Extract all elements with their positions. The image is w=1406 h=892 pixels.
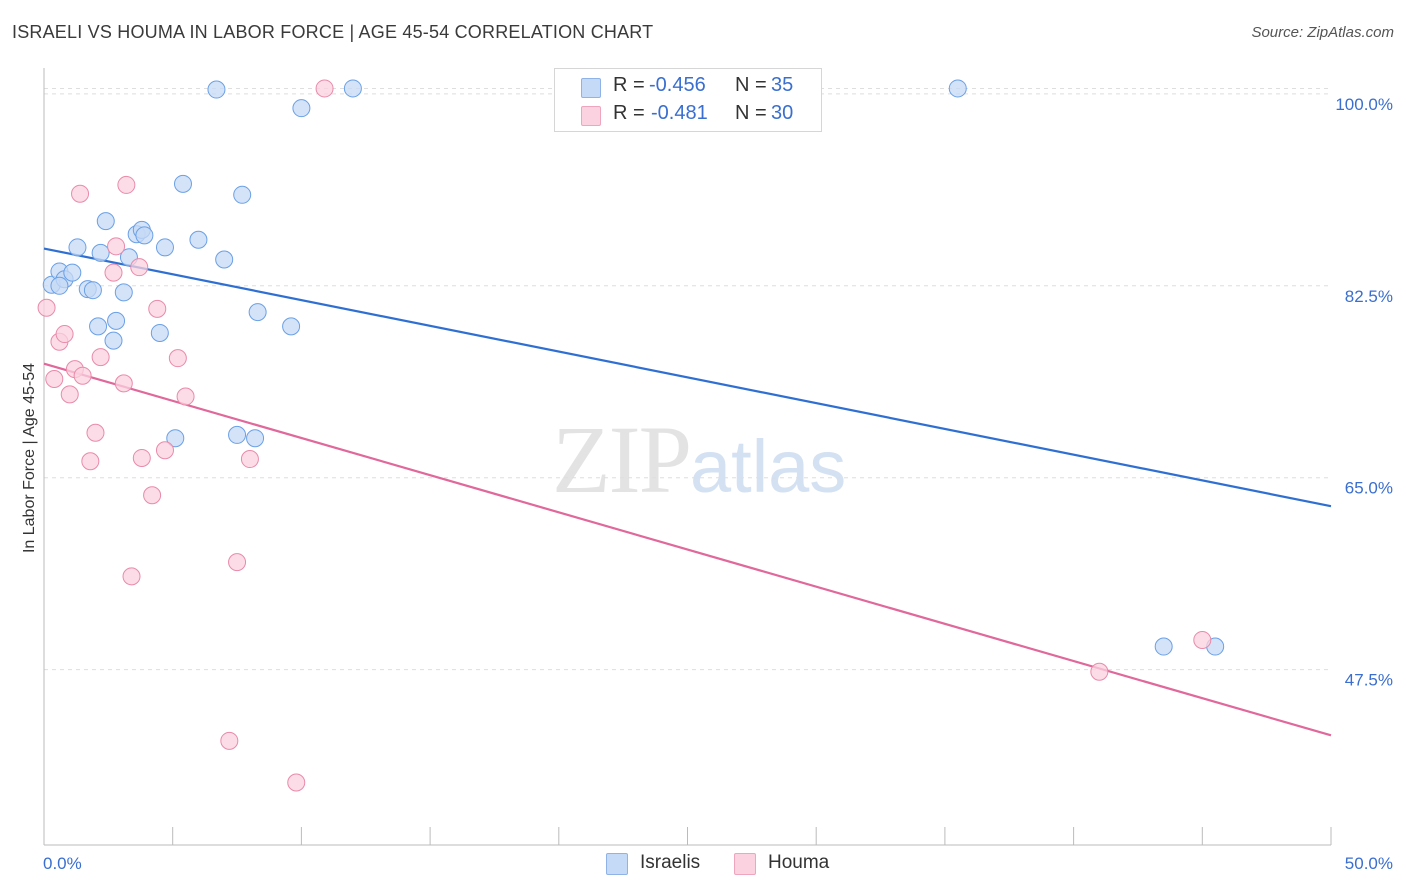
point-israelis [50,276,69,295]
point-houma [176,387,195,406]
point-houma [155,441,174,460]
point-houma [81,452,100,471]
israelis-swatch [581,78,601,98]
point-houma [114,374,133,393]
axes [43,68,1332,846]
gridlines [44,87,1331,671]
point-israelis [104,331,123,350]
israelis-n-value: 35 [771,74,794,96]
point-houma [1193,630,1212,649]
houma-n-value: 30 [771,102,794,124]
data-points [37,79,1225,792]
point-israelis [1154,637,1173,656]
y-axis-label: In Labor Force | Age 45-54 [21,362,38,554]
houma-r-label: R = [613,102,645,124]
x-tick-label-start: 0.0% [43,854,82,873]
point-houma [130,258,149,277]
stats-row-israelis: R = -0.456 N = 35 [555,72,821,100]
y-tick-label: 100.0% [1335,95,1393,114]
houma-swatch [581,106,601,126]
point-israelis [228,425,247,444]
point-israelis [207,80,226,99]
point-israelis [233,185,252,204]
houma-n-label: N = [735,102,767,124]
trendline-houma [43,362,1332,737]
point-israelis [96,212,115,231]
point-houma [117,175,136,194]
point-houma [1090,662,1109,681]
y-tick-label: 65.0% [1345,479,1393,498]
watermark: ZIPatlas [552,404,846,515]
stats-row-houma: R = -0.481 N = 30 [555,100,821,128]
chart-title: ISRAELI VS HOUMA IN LABOR FORCE | AGE 45… [12,22,654,42]
point-houma [91,348,110,367]
source-credit: Source: ZipAtlas.com [1251,24,1394,41]
israelis-n-label: N = [735,74,767,96]
point-houma [315,79,334,98]
point-houma [287,773,306,792]
x-tick-label-end: 50.0% [1345,854,1393,873]
point-houma [55,325,74,344]
point-houma [122,567,141,586]
point-israelis [343,79,362,98]
point-houma [132,448,151,467]
legend-houma-swatch [734,853,756,875]
point-israelis [114,283,133,302]
point-houma [104,263,123,282]
point-houma [228,553,247,572]
point-houma [60,385,79,404]
point-houma [71,184,90,203]
point-houma [86,423,105,442]
point-houma [143,486,162,505]
houma-r-value: -0.481 [651,102,708,124]
israelis-r-value: -0.456 [649,74,706,96]
point-israelis [246,429,265,448]
point-israelis [91,243,110,262]
point-israelis [248,303,267,322]
y-tick-label: 47.5% [1345,671,1393,690]
point-houma [37,298,56,317]
point-israelis [173,174,192,193]
point-israelis [948,79,967,98]
legend-israelis-label: Israelis [640,852,701,873]
point-houma [107,237,126,256]
legend-houma-label: Houma [768,852,830,873]
point-israelis [107,311,126,330]
point-israelis [282,317,301,336]
point-israelis [292,99,311,118]
point-houma [240,450,259,469]
tick-labels: 47.5% 65.0% 82.5% 100.0% 0.0% 50.0% [43,95,1393,873]
trendlines [43,247,1332,737]
point-israelis [89,317,108,336]
point-israelis [150,323,169,342]
point-israelis [63,263,82,282]
watermark-atlas: atlas [690,425,847,508]
point-israelis [215,250,234,269]
point-israelis [189,230,208,249]
point-houma [73,366,92,385]
watermark-zip: ZIP [552,406,692,513]
point-israelis [83,281,102,300]
israelis-r-label: R = [613,74,645,96]
point-israelis [166,429,185,448]
legend-israelis-swatch [606,853,628,875]
y-tick-label: 82.5% [1345,287,1393,306]
point-houma [168,349,187,368]
point-israelis [155,238,174,257]
point-israelis [135,226,154,245]
point-houma [148,299,167,318]
trendline-israelis [43,247,1332,508]
stats-box: R = -0.456 N = 35 R = -0.481 N = 30 [554,68,822,132]
point-israelis [68,238,87,257]
point-houma [45,370,64,389]
point-houma [220,731,239,750]
